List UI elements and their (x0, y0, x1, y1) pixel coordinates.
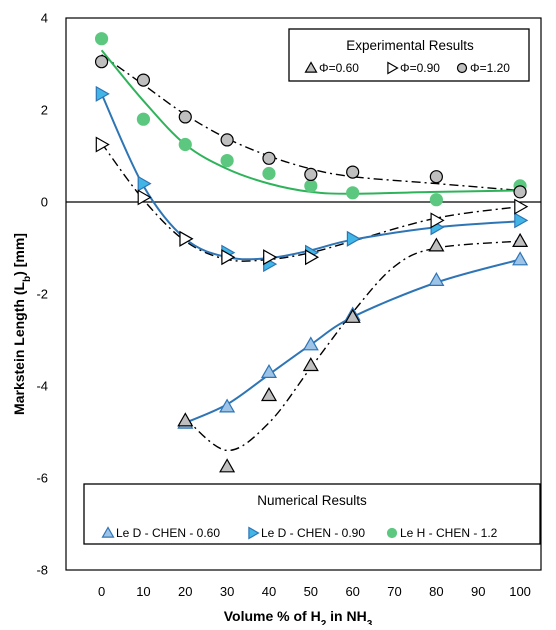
data-point (262, 151, 276, 165)
numerical-legend-entry: Le D - CHEN - 0.60 (101, 526, 220, 540)
legend-marker (101, 526, 115, 538)
data-point (262, 166, 276, 181)
legend-label: Φ=1.20 (470, 61, 510, 75)
x-tick-label: 70 (387, 584, 401, 599)
experimental-legend-entry: Φ=1.20 (456, 61, 510, 75)
fit-curve (101, 54, 521, 192)
data-point (428, 237, 445, 252)
x-tick-label: 80 (429, 584, 443, 599)
numerical-legend: Numerical Results Le D - CHEN - 0.60 Le D… (83, 483, 541, 545)
chart-frame-layer (65, 17, 542, 571)
data-point (344, 308, 361, 323)
data-point (302, 357, 319, 372)
y-tick-label: 2 (41, 103, 48, 118)
x-tick-label: 40 (262, 584, 276, 599)
data-point (514, 212, 529, 229)
y-tick-label: 4 (41, 11, 48, 26)
x-tick-label: 20 (178, 584, 192, 599)
experimental-legend: Experimental Results Φ=0.60 Φ=0.90 Φ=1.20 (288, 28, 530, 82)
data-point (346, 186, 360, 200)
data-point (346, 165, 360, 179)
y-tick-label: -4 (36, 379, 48, 394)
data-point (221, 249, 236, 266)
experimental-legend-title: Experimental Results (346, 38, 474, 53)
legend-label: Φ=0.90 (400, 61, 440, 75)
data-point (219, 458, 236, 473)
x-tick-label: 10 (136, 584, 150, 599)
numerical-legend-title: Numerical Results (257, 493, 367, 508)
legend-label: Le D - CHEN - 0.90 (261, 526, 365, 540)
data-point (177, 412, 194, 427)
fit-curve (184, 240, 521, 452)
data-point (179, 230, 194, 247)
data-point (94, 55, 109, 69)
x-tick-label: 90 (471, 584, 485, 599)
legend-marker (387, 61, 399, 75)
data-point (220, 154, 234, 168)
data-point (220, 133, 234, 147)
data-point (302, 336, 319, 351)
data-point (260, 363, 278, 378)
x-tick-label: 0 (98, 584, 105, 599)
legend-marker (248, 526, 260, 540)
y-tick-label: 0 (41, 195, 48, 210)
data-point (512, 251, 529, 266)
data-point (178, 137, 192, 152)
legend-marker (304, 61, 318, 73)
data-point (430, 212, 445, 229)
x-tick-label: 30 (220, 584, 234, 599)
data-point (136, 112, 151, 126)
y-axis-title: Markstein Length (Lb) [mm] (11, 233, 33, 415)
x-axis-title: Volume % of H2 in NH3 (224, 608, 373, 625)
data-point (346, 230, 361, 247)
data-point (94, 32, 109, 46)
data-point (428, 271, 445, 286)
x-tick-label: 50 (304, 584, 318, 599)
experimental-legend-entry: Φ=0.90 (387, 61, 440, 75)
data-point (304, 167, 318, 181)
plot-frame (65, 17, 542, 571)
x-tick-label: 100 (509, 584, 531, 599)
data-point (219, 398, 236, 413)
legend-label: Le H - CHEN - 1.2 (400, 526, 498, 540)
data-point (263, 249, 278, 266)
data-point (260, 386, 278, 402)
legend-marker (386, 527, 398, 539)
fit-curve (184, 258, 521, 424)
data-point (305, 249, 320, 266)
data-point (429, 170, 443, 184)
data-point (178, 110, 192, 124)
data-point (136, 73, 151, 87)
data-point (513, 185, 527, 199)
numerical-legend-entry: Le D - CHEN - 0.90 (248, 526, 365, 540)
legend-marker (456, 62, 468, 74)
y-tick-label: -8 (36, 563, 48, 578)
legend-label: Φ=0.60 (319, 61, 359, 75)
data-point (95, 85, 110, 102)
numerical-legend-entry: Le H - CHEN - 1.2 (386, 526, 498, 540)
fit-curve (100, 49, 521, 195)
data-point (137, 189, 152, 206)
data-point (137, 175, 152, 192)
data-point (512, 232, 529, 247)
data-point (304, 179, 318, 193)
legend-label: Le D - CHEN - 0.60 (116, 526, 220, 540)
experimental-legend-entry: Φ=0.60 (304, 61, 359, 75)
data-point (95, 136, 110, 153)
y-tick-label: -2 (36, 287, 48, 302)
x-tick-label: 60 (345, 584, 359, 599)
markers-layer (94, 32, 529, 473)
y-tick-label: -6 (36, 471, 48, 486)
data-point (514, 198, 529, 215)
data-point (429, 193, 443, 207)
